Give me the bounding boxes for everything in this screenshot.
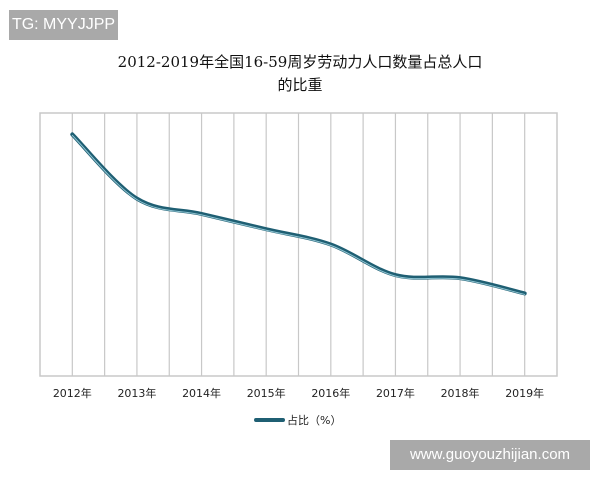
- x-tick-label: 2018年: [441, 386, 480, 400]
- x-tick-label: 2019年: [505, 386, 544, 400]
- x-tick-label: 2015年: [247, 386, 286, 400]
- x-tick-label: 2013年: [117, 386, 156, 400]
- watermark-top-left: TG: MYYJJPP: [9, 10, 118, 40]
- x-tick-label: 2012年: [53, 386, 92, 400]
- chart-title-line1: 2012-2019年全国16-59周岁劳动力人口数量占总人口: [117, 53, 483, 71]
- x-tick-label: 2014年: [182, 386, 221, 400]
- x-tick-label: 2016年: [311, 386, 350, 400]
- x-tick-label: 2017年: [376, 386, 415, 400]
- series-line-highlight: [71, 134, 526, 295]
- watermark-bottom-right: www.guoyouzhijian.com: [390, 440, 590, 470]
- chart-title-line2: 的比重: [277, 76, 323, 94]
- legend-label: 占比（%）: [287, 413, 341, 427]
